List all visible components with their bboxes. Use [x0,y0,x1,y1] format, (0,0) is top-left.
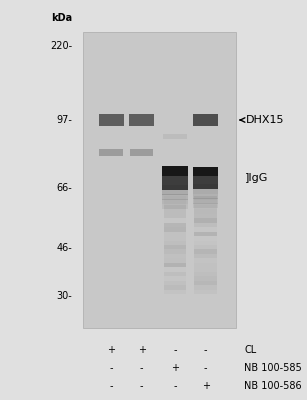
Bar [194,267,217,272]
Bar [162,194,188,200]
Text: 30-: 30- [56,291,72,301]
Text: -: - [140,381,143,391]
Text: kDa: kDa [51,13,72,23]
Bar [162,166,188,190]
Bar [164,290,186,294]
Bar [194,214,217,218]
Bar [194,209,217,214]
Bar [162,190,188,195]
Bar [164,236,186,240]
Bar [164,240,186,245]
Bar [194,245,217,250]
Text: -: - [173,381,177,391]
Bar [193,203,218,208]
Text: CL: CL [244,345,257,355]
Bar [193,167,218,176]
Text: 97-: 97- [56,115,72,125]
Bar [194,281,217,285]
Bar [164,196,186,200]
Bar [99,149,123,156]
Text: -: - [204,345,207,355]
Text: -: - [109,363,113,373]
Bar [164,209,186,214]
Text: +: + [202,381,210,391]
Bar [193,184,218,189]
Bar [194,196,217,200]
Bar [193,198,218,204]
Text: ]IgG: ]IgG [244,173,268,183]
Bar [193,194,218,199]
Bar [194,218,217,223]
Text: +: + [138,345,146,355]
Text: -: - [173,345,177,355]
Bar [164,272,186,276]
Bar [194,254,217,258]
Text: DHX15: DHX15 [240,115,284,125]
Bar [164,250,186,254]
Bar [164,214,186,218]
Bar [162,199,188,204]
Text: 66-: 66- [56,183,72,193]
Text: NB 100-586: NB 100-586 [244,381,302,391]
Bar [164,205,186,209]
Bar [194,276,217,281]
Bar [164,254,186,258]
Bar [164,227,186,232]
Text: -: - [204,363,207,373]
Bar [194,285,217,290]
Bar [194,272,217,276]
Text: -: - [140,363,143,373]
Text: +: + [171,363,179,373]
Bar [164,258,186,263]
Bar [164,223,186,227]
Bar [164,218,186,223]
Bar [194,227,217,232]
Bar [194,263,217,267]
Bar [194,258,217,263]
Bar [164,267,186,272]
Bar [194,223,217,227]
Bar [164,276,186,281]
Bar [129,114,154,126]
Bar [194,240,217,245]
Bar [130,149,154,156]
Text: -: - [109,381,113,391]
Bar [193,114,218,126]
Bar [164,285,186,290]
Bar [194,232,217,236]
Bar [83,32,236,328]
Bar [164,200,186,205]
Text: NB 100-585: NB 100-585 [244,363,302,373]
Bar [164,263,186,267]
Bar [163,134,187,139]
Bar [162,204,188,209]
Bar [99,114,124,126]
Bar [194,205,217,209]
Bar [193,167,218,189]
Bar [193,189,218,194]
Bar [162,166,188,176]
Text: 220-: 220- [50,41,72,51]
Text: 46-: 46- [56,243,72,253]
Bar [194,200,217,205]
Text: +: + [107,345,115,355]
Bar [194,290,217,294]
Bar [164,281,186,285]
Bar [194,250,217,254]
Bar [164,245,186,250]
Bar [194,236,217,240]
Bar [164,232,186,236]
Bar [162,185,188,190]
